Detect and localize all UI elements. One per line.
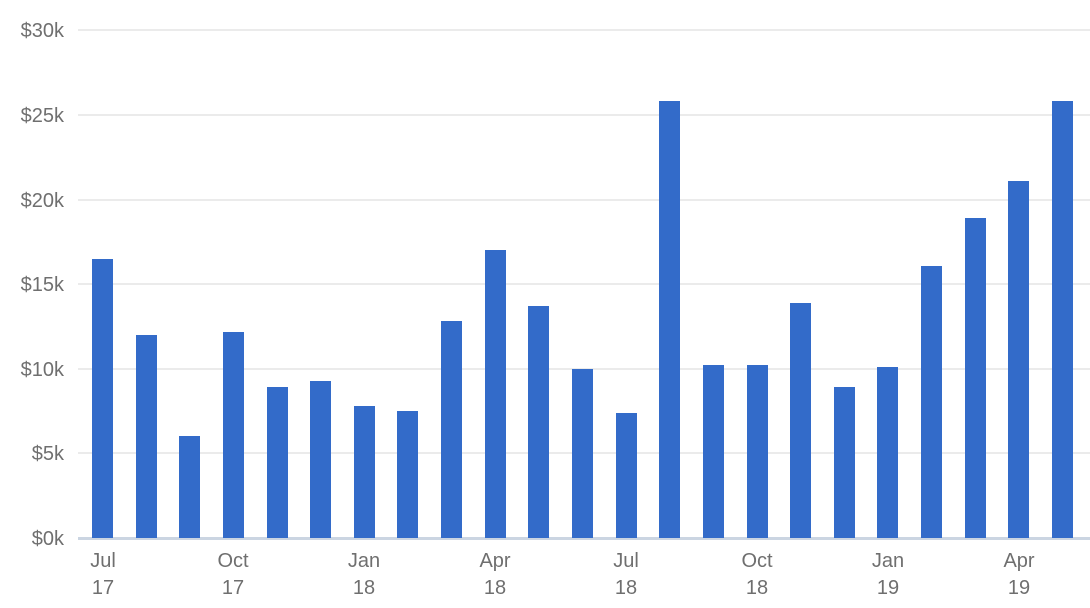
x-tick-label: Jan 18 <box>347 550 381 599</box>
y-tick-label: $10k <box>20 358 64 381</box>
bar-sep-18[interactable] <box>703 365 724 538</box>
bar-apr-18[interactable] <box>485 250 506 538</box>
bar-feb-18[interactable] <box>397 411 418 538</box>
x-tick-label: Apr 19 <box>1003 550 1035 599</box>
bar-jul-17[interactable] <box>92 259 113 538</box>
gridline <box>78 198 1090 201</box>
bar-dec-17[interactable] <box>310 381 331 538</box>
gridline <box>78 283 1090 286</box>
bar-may-18[interactable] <box>528 306 549 538</box>
bar-aug-18[interactable] <box>659 101 680 538</box>
bar-sep-17[interactable] <box>179 436 200 538</box>
gridline <box>78 367 1090 370</box>
x-tick-label: Jan 19 <box>871 550 905 599</box>
x-tick-label: Oct 18 <box>741 550 773 599</box>
gridline <box>78 29 1090 32</box>
bar-nov-17[interactable] <box>267 387 288 538</box>
bar-oct-18[interactable] <box>747 365 768 538</box>
bar-apr-19[interactable] <box>1008 181 1029 538</box>
bar-jul-18[interactable] <box>616 413 637 538</box>
gridline <box>78 114 1090 116</box>
bar-dec-18[interactable] <box>834 387 855 538</box>
y-tick-label: $25k <box>20 105 64 127</box>
bar-oct-17[interactable] <box>223 332 244 538</box>
y-tick-label: $20k <box>20 189 64 212</box>
y-tick-label: $30k <box>20 20 64 43</box>
bar-mar-18[interactable] <box>441 321 462 538</box>
bar-jan-19[interactable] <box>877 367 898 538</box>
bar-nov-18[interactable] <box>790 303 811 538</box>
y-tick-label: $15k <box>20 274 64 297</box>
y-tick-label: $0k <box>31 528 64 550</box>
y-tick-label: $5k <box>31 443 64 466</box>
bar-may-19[interactable] <box>1052 101 1073 538</box>
x-tick-label: Jul 17 <box>90 550 116 599</box>
bar-feb-19[interactable] <box>921 266 942 538</box>
bar-jun-18[interactable] <box>572 369 593 538</box>
x-tick-label: Apr 18 <box>479 550 511 599</box>
bar-jan-18[interactable] <box>354 406 375 538</box>
bar-aug-17[interactable] <box>136 335 157 538</box>
bar-mar-19[interactable] <box>965 218 986 538</box>
x-axis-baseline <box>78 537 1090 540</box>
x-tick-label: Oct 17 <box>217 550 249 599</box>
x-tick-label: Jul 18 <box>613 550 639 599</box>
